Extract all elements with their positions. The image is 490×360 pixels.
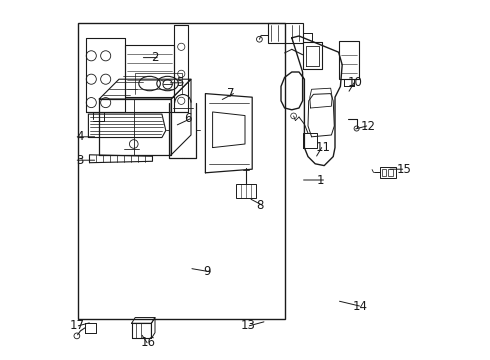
Bar xyxy=(77,23,285,319)
Text: 15: 15 xyxy=(396,163,411,176)
Text: 3: 3 xyxy=(76,154,84,167)
Bar xyxy=(236,184,256,198)
Text: 10: 10 xyxy=(347,76,363,89)
Text: 11: 11 xyxy=(315,141,330,154)
Bar xyxy=(339,41,360,79)
Bar xyxy=(388,169,392,176)
Text: 5: 5 xyxy=(176,76,184,89)
Text: 6: 6 xyxy=(184,112,191,125)
Text: 17: 17 xyxy=(70,319,85,332)
Text: 8: 8 xyxy=(256,199,263,212)
Text: 12: 12 xyxy=(360,120,375,132)
Bar xyxy=(382,169,387,176)
Text: 16: 16 xyxy=(141,336,156,349)
Bar xyxy=(269,23,303,43)
Text: 7: 7 xyxy=(227,87,235,100)
Bar xyxy=(380,167,396,178)
Text: 13: 13 xyxy=(241,319,256,332)
Text: 14: 14 xyxy=(353,300,368,312)
Text: 4: 4 xyxy=(76,130,84,143)
Text: 2: 2 xyxy=(151,51,158,64)
Text: 1: 1 xyxy=(317,174,324,186)
Text: 9: 9 xyxy=(204,265,211,278)
